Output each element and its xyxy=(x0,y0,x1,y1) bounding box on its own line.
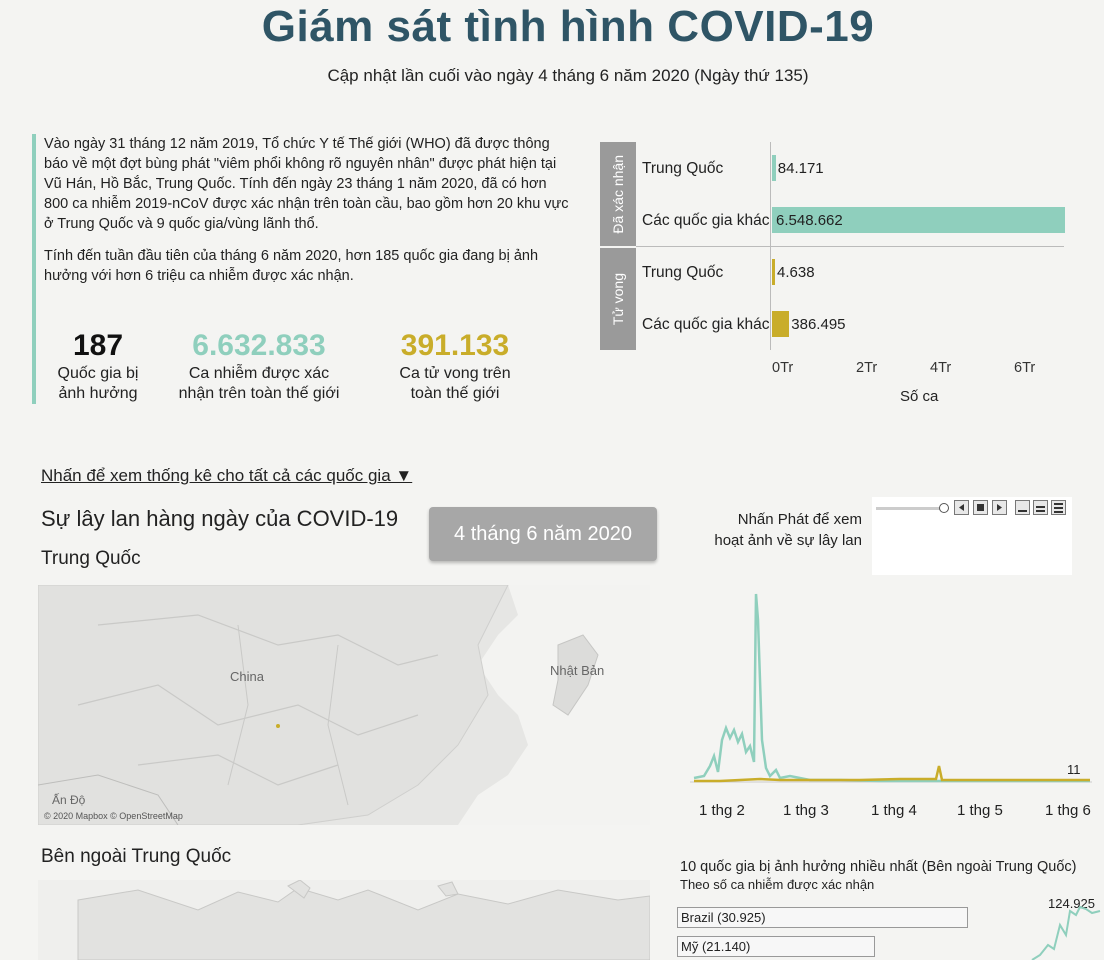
bar-value-deaths-china: 4.638 xyxy=(777,264,815,281)
map-label-india: Ấn Độ xyxy=(52,793,86,807)
stat-countries-label-2: ảnh hưởng xyxy=(58,385,138,402)
stat-deaths-value: 391.133 xyxy=(400,329,510,362)
last-updated-subtitle: Cập nhật lần cuối vào ngày 4 tháng 6 năm… xyxy=(327,66,809,85)
stop-button[interactable] xyxy=(973,500,988,515)
stat-deaths-label-1: Ca tử vong trên xyxy=(399,365,511,382)
intro-paragraph-1: Vào ngày 31 tháng 12 năm 2019, Tổ chức Y… xyxy=(44,136,569,232)
bar-value-confirmed-others: 6.548.662 xyxy=(776,212,843,229)
stat-countries: 187 Quốc gia bị ảnh hưởng xyxy=(44,330,152,404)
top10-subtitle: Theo số ca nhiễm được xác nhận xyxy=(680,877,875,892)
world-map[interactable] xyxy=(38,880,650,960)
playback-controls xyxy=(872,497,1072,575)
china-map[interactable]: China Nhật Bản Ấn Độ © 2020 Mapbox © Ope… xyxy=(38,585,650,825)
top10-trend-graphic xyxy=(1031,905,1101,960)
band-deaths-label: Tử vong xyxy=(610,272,626,326)
x-tick-6m: 6Tr xyxy=(1014,360,1036,376)
top10-bar-usa[interactable]: Mỹ (21.140) xyxy=(677,936,875,957)
speed-fast-button[interactable] xyxy=(1051,500,1066,515)
stat-confirmed-label-2: nhận trên toàn thế giới xyxy=(178,385,340,402)
speed-slow-icon xyxy=(1018,510,1027,512)
intro-panel: Vào ngày 31 tháng 12 năm 2019, Tổ chức Y… xyxy=(32,134,572,404)
bar-label-deaths-others: Các quốc gia khác xyxy=(642,316,770,333)
speed-fast-icon xyxy=(1054,503,1063,513)
line-x-tick-apr: 1 thg 4 xyxy=(871,802,917,819)
play-button[interactable] xyxy=(992,500,1007,515)
stat-countries-label-1: Quốc gia bị xyxy=(57,365,139,382)
play-hint-line-1: Nhấn Phát để xem xyxy=(737,511,862,528)
stat-countries-value: 187 xyxy=(72,329,124,362)
all-countries-link[interactable]: Nhấn để xem thống kê cho tất cả các quốc… xyxy=(41,466,413,485)
x-tick-2m: 2Tr xyxy=(856,360,878,376)
timeline-slider-track[interactable] xyxy=(876,507,944,510)
map-label-china: China xyxy=(230,669,264,684)
step-back-icon xyxy=(959,504,964,511)
stop-icon xyxy=(977,504,984,511)
x-axis-title: Số ca xyxy=(900,388,939,405)
group-divider xyxy=(636,246,1064,247)
page-title: Giám sát tình hình COVID-19 xyxy=(261,2,875,51)
china-map-graphic xyxy=(38,585,650,825)
step-back-button[interactable] xyxy=(954,500,969,515)
top10-title: 10 quốc gia bị ảnh hưởng nhiều nhất (Bên… xyxy=(680,859,1077,875)
bar-axis-line xyxy=(770,142,771,350)
series-china xyxy=(693,593,1090,783)
speed-medium-button[interactable] xyxy=(1033,500,1048,515)
map-label-japan: Nhật Bản xyxy=(550,663,605,678)
bar-label-confirmed-others: Các quốc gia khác xyxy=(642,212,770,229)
world-map-graphic xyxy=(77,880,650,960)
bar-label-confirmed-china: Trung Quốc xyxy=(642,160,724,177)
stat-deaths: 391.133 Ca tử vong trên toàn thế giới xyxy=(380,330,530,404)
speed-medium-icon xyxy=(1036,506,1045,512)
band-confirmed-label: Đã xác nhận xyxy=(610,154,626,234)
daily-spread-line-chart xyxy=(680,580,1104,820)
map-credit: © 2020 Mapbox © OpenStreetMap xyxy=(44,811,183,821)
bar-confirmed-others[interactable] xyxy=(772,207,1065,233)
band-confirmed: Đã xác nhận xyxy=(600,142,636,246)
series-others xyxy=(694,765,1090,783)
bar-label-deaths-china: Trung Quốc xyxy=(642,264,724,281)
line-x-tick-feb: 1 thg 2 xyxy=(699,802,745,819)
line-x-tick-jun: 1 thg 6 xyxy=(1045,802,1091,819)
section-title: Sự lây lan hàng ngày của COVID-19 xyxy=(41,506,399,531)
play-hint: Nhấn Phát để xem hoạt ảnh về sự lây lan xyxy=(712,509,862,551)
stat-confirmed: 6.632.833 Ca nhiễm được xác nhận trên to… xyxy=(168,330,350,404)
play-icon xyxy=(997,504,1002,511)
line-chart-graphic xyxy=(690,593,1092,783)
speed-slow-button[interactable] xyxy=(1015,500,1030,515)
x-tick-4m: 4Tr xyxy=(930,360,952,376)
intro-paragraph-2: Tính đến tuần đầu tiên của tháng 6 năm 2… xyxy=(44,248,539,284)
band-deaths: Tử vong xyxy=(600,246,636,350)
bar-deaths-others[interactable] xyxy=(772,311,790,337)
bar-confirmed-china[interactable] xyxy=(772,155,776,181)
stat-deaths-label-2: toàn thế giới xyxy=(410,385,500,402)
current-date-display: 4 tháng 6 năm 2020 xyxy=(429,507,657,561)
play-hint-line-2: hoạt ảnh về sự lây lan xyxy=(714,532,862,549)
line-x-tick-mar: 1 thg 3 xyxy=(783,802,829,819)
line-chart-end-value: 11 xyxy=(1067,762,1081,777)
timeline-slider-handle[interactable] xyxy=(939,503,949,513)
line-x-tick-may: 1 thg 5 xyxy=(957,802,1003,819)
china-map-title: Trung Quốc xyxy=(41,548,141,569)
stat-confirmed-value: 6.632.833 xyxy=(192,329,326,362)
stat-confirmed-label-1: Ca nhiễm được xác xyxy=(188,365,330,382)
bar-value-confirmed-china: 84.171 xyxy=(777,160,824,177)
cases-bar-chart: Đã xác nhận Tử vong Trung Quốc Các quốc … xyxy=(600,142,1065,412)
bar-value-deaths-others: 386.495 xyxy=(791,316,846,333)
outside-map-title: Bên ngoài Trung Quốc xyxy=(41,846,232,867)
bar-deaths-china[interactable] xyxy=(772,259,775,285)
top10-bar-brazil[interactable]: Brazil (30.925) xyxy=(677,907,968,928)
x-tick-0: 0Tr xyxy=(772,360,794,376)
